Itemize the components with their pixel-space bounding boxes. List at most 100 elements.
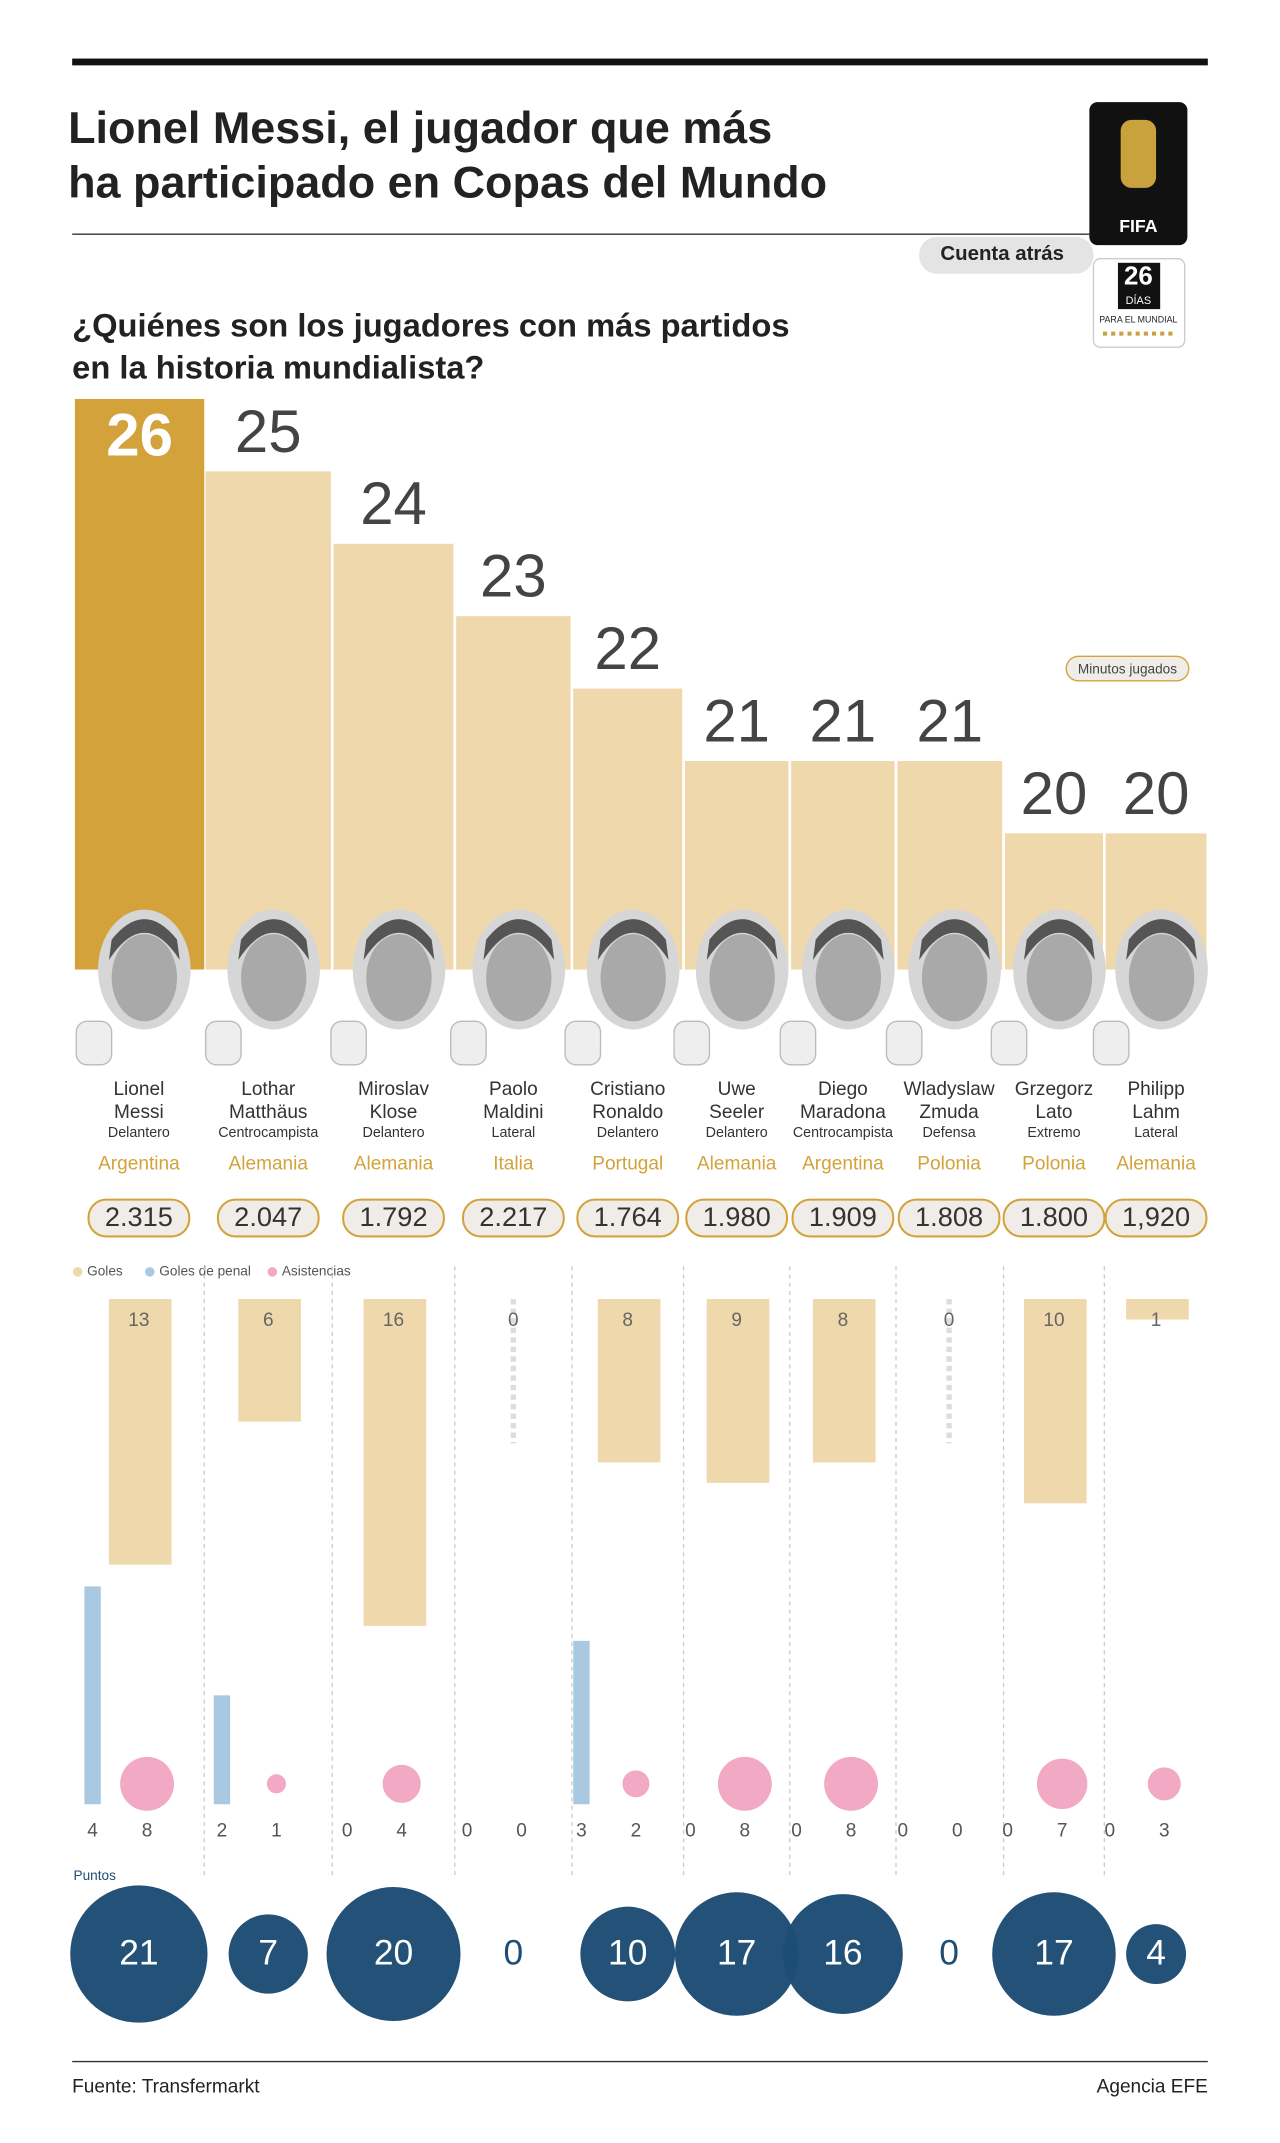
player-country: Alemania [696,1151,777,1174]
player-position: Delantero [107,1124,170,1142]
player-face [600,934,666,1022]
days-box [1117,262,1161,310]
flag [450,1020,487,1066]
player-position: Delantero [705,1124,768,1142]
penalty-value: 4 [87,1821,98,1842]
player-country: Alemania [228,1151,308,1174]
goals-value: 13 [128,1310,149,1331]
minutes-pill [216,1198,320,1238]
points-value: 0 [504,1933,524,1973]
minutes-value: 1.909 [809,1201,877,1232]
assists-value: 0 [516,1821,527,1842]
player-position: Lateral [491,1124,536,1142]
player-face [815,934,882,1022]
points-value: 17 [717,1933,756,1973]
player-name: Cristiano Ronaldo [590,1077,666,1123]
goals-value: 9 [731,1310,742,1331]
days: 26 [1124,263,1153,291]
player-position: Extremo [1027,1124,1081,1142]
player-hair [238,919,310,960]
minutes-pill [576,1198,680,1238]
minutes-legend: Minutos jugados [1078,662,1177,677]
minutes-pill [87,1198,191,1238]
goals-bar [363,1299,427,1626]
points-value: 10 [608,1933,647,1973]
penalty-value: 0 [1104,1821,1115,1842]
bar-value: 22 [594,615,661,682]
minutes-value: 1,920 [1122,1201,1190,1232]
goals-value: 16 [383,1310,404,1331]
penalty-value: 0 [898,1821,909,1842]
minutes-pill [1104,1198,1208,1238]
flag [204,1020,242,1066]
player-face [921,934,988,1022]
player-name: Wladyslaw Zmuda [903,1077,995,1123]
bar-value: 21 [810,687,877,754]
minutes-pill [897,1198,1001,1238]
flag [673,1020,711,1066]
penalty-bar [213,1695,231,1805]
player-country: Portugal [592,1151,664,1174]
bar-value: 26 [106,402,173,469]
player-name: Miroslav Klose [358,1077,430,1123]
points-value: 17 [1034,1933,1073,1973]
top-rule [72,58,1208,66]
points-value: 16 [823,1933,862,1973]
title: Lionel Messi, el jugador que más ha part… [68,102,828,207]
points-value: 20 [374,1933,413,1973]
minutes-value: 2.315 [105,1201,173,1232]
minutes-value: 1.800 [1020,1201,1088,1232]
player-face [709,934,775,1022]
goals-value: 0 [508,1310,519,1331]
flag [330,1020,367,1066]
bar-value: 20 [1021,760,1088,827]
player-hair [363,919,435,960]
points-bubble [228,1914,308,1994]
player-name: Grzegorz Lato [1014,1077,1094,1123]
assists-value: 1 [271,1821,282,1842]
player-name: Uwe Seeler [709,1077,765,1123]
bar-value: 20 [1123,760,1190,827]
bar-value: 21 [916,687,983,754]
goals-value: 0 [944,1310,955,1331]
player-country: Italia [493,1151,534,1174]
bar [205,471,331,970]
player-hair [1023,919,1095,960]
countdown: Cuenta atrás [940,243,1064,265]
goals-value: 6 [263,1310,274,1331]
player-position: Delantero [362,1124,425,1142]
goals-bar [1023,1299,1087,1504]
goals-bar [706,1299,770,1483]
player-name: Lothar Matthäus [229,1077,308,1123]
assists-bubble [120,1756,175,1811]
penalty-value: 0 [685,1821,696,1842]
goals-bar [597,1299,661,1463]
goals-bar [1126,1299,1189,1320]
player-face [1128,934,1195,1022]
flag [1092,1020,1130,1066]
player-country: Polonia [1022,1151,1086,1174]
points-bubble [674,1892,799,2016]
countdown-pill [919,236,1094,274]
player-name: Diego Maradona [799,1077,886,1123]
player-face [486,934,552,1022]
goals-value: 1 [1151,1310,1162,1331]
player-face [366,934,432,1022]
assists-value: 0 [952,1821,963,1842]
assists-bubble [622,1770,650,1798]
player-name: Lionel Messi [113,1077,165,1123]
assists-bubble [824,1756,879,1811]
goals-value: 8 [622,1310,633,1331]
player-face [111,934,178,1022]
minutes-pill [461,1198,565,1238]
penalty-bar [84,1586,101,1805]
assists-value: 8 [142,1821,153,1842]
minutes-legend-pill [1065,655,1190,682]
player-position: Defensa [922,1124,976,1142]
bar-value: 21 [703,687,770,754]
points-bubble [782,1894,903,2014]
flag [990,1020,1028,1066]
assists-bubble [717,1756,772,1811]
